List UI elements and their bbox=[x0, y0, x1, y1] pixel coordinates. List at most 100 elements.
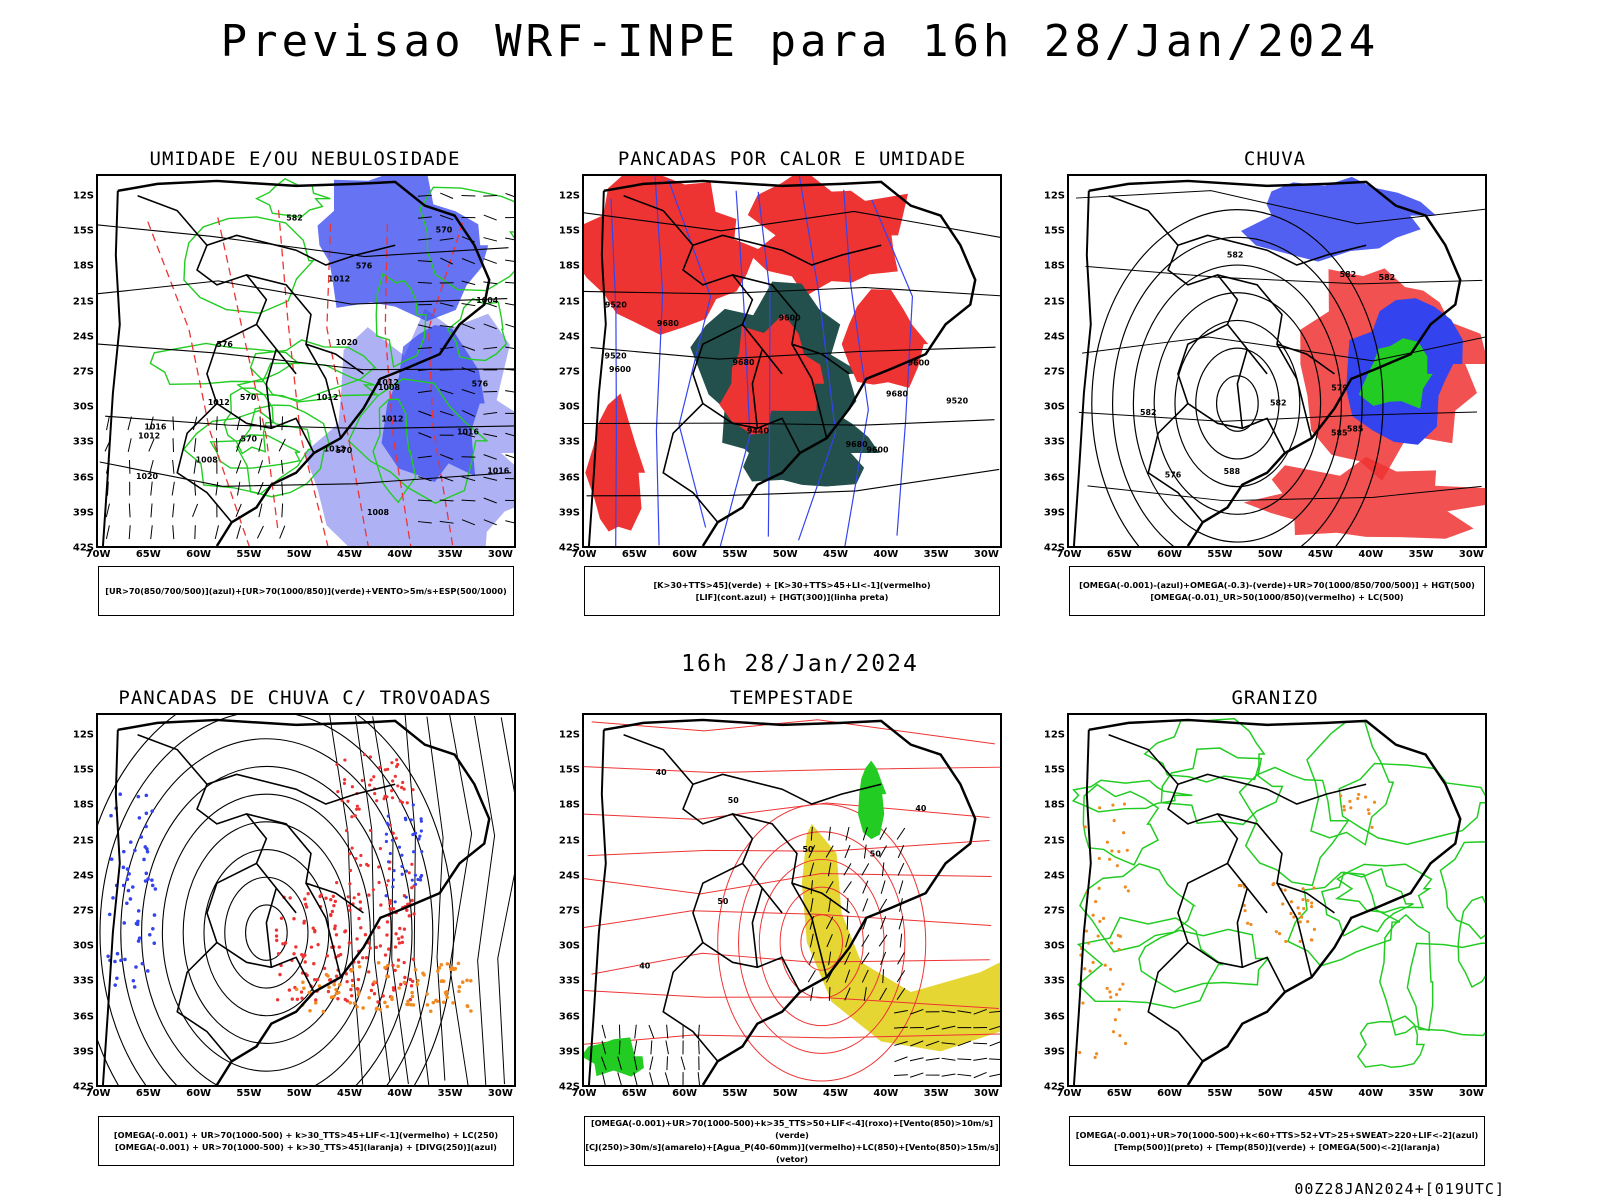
signal-dot bbox=[428, 1009, 433, 1014]
panel-title-pancadas-calor: PANCADAS POR CALOR E UMIDADE bbox=[617, 148, 967, 170]
wind-vector bbox=[439, 302, 454, 307]
signal-dot bbox=[367, 893, 371, 897]
signal-dot bbox=[344, 829, 349, 833]
signal-dot bbox=[109, 857, 114, 861]
signal-dot bbox=[133, 848, 137, 853]
signal-dot bbox=[281, 942, 285, 946]
precipitable-water-contour bbox=[584, 766, 1000, 774]
lat-tick: 42S bbox=[72, 542, 94, 554]
signal-dot bbox=[357, 960, 361, 964]
signal-dot bbox=[1298, 920, 1302, 924]
legend-line: [UR>70(850/700/500)](azul)+[UR>70(1000/8… bbox=[105, 586, 507, 596]
streamline bbox=[426, 716, 446, 1081]
wind-vector bbox=[894, 1056, 908, 1063]
signal-dot bbox=[411, 788, 415, 792]
lon-axis: 70W 65W 60W 55W 50W 45W 40W 35W 30W bbox=[86, 549, 526, 563]
signal-dot bbox=[1115, 864, 1119, 868]
signal-dot bbox=[125, 901, 129, 906]
signal-dot bbox=[356, 992, 361, 997]
lat-tick: 18S bbox=[72, 799, 94, 811]
wind-vector bbox=[617, 1072, 622, 1085]
signal-dot bbox=[1094, 1052, 1099, 1056]
signal-dot bbox=[376, 961, 381, 965]
lat-tick: 21S bbox=[72, 296, 94, 308]
signal-dot bbox=[378, 765, 382, 770]
signal-dot bbox=[440, 979, 445, 983]
wind-vector bbox=[281, 481, 284, 496]
pressure-contour bbox=[98, 343, 514, 371]
signal-dot bbox=[1083, 825, 1087, 829]
country-border bbox=[305, 343, 342, 439]
signal-dot bbox=[1126, 889, 1130, 893]
signal-dot bbox=[1094, 900, 1098, 904]
lat-tick: 30S bbox=[72, 401, 94, 413]
signal-dot bbox=[128, 840, 133, 844]
wind-vector bbox=[601, 1040, 607, 1055]
lon-tick: 70W bbox=[571, 549, 597, 560]
streamline bbox=[329, 715, 364, 1085]
signal-dot bbox=[456, 961, 461, 966]
contour-label: 585 bbox=[1331, 428, 1348, 437]
wind-vector bbox=[461, 323, 476, 330]
signal-dot bbox=[1091, 913, 1095, 917]
wind-vector bbox=[881, 862, 885, 877]
wind-vector bbox=[257, 460, 264, 474]
signal-dot bbox=[145, 849, 150, 854]
panel-title-umidade: UMIDADE E/OU NEBULOSIDADE bbox=[149, 148, 461, 170]
signal-dot bbox=[334, 933, 339, 937]
signal-dot bbox=[361, 956, 365, 960]
contour-label: 576 bbox=[1165, 470, 1182, 479]
wind-vector bbox=[910, 1008, 924, 1015]
signal-dot bbox=[386, 814, 390, 818]
wind-vector bbox=[825, 880, 834, 894]
wind-vector bbox=[941, 1010, 956, 1014]
signal-dot bbox=[368, 946, 372, 950]
lon-tick: 50W bbox=[286, 1088, 312, 1099]
humidity-low-contour bbox=[249, 339, 377, 402]
legend-trovoadas: [OMEGA(-0.001) + UR>70(1000-500) + k>30_… bbox=[98, 1116, 514, 1166]
signal-dot bbox=[412, 912, 416, 916]
signal-dot bbox=[347, 904, 351, 908]
signal-dot bbox=[1098, 806, 1102, 810]
wind-vector bbox=[439, 475, 454, 482]
wind-vector bbox=[878, 934, 888, 947]
contour-line bbox=[758, 858, 885, 1027]
signal-dot bbox=[325, 954, 330, 958]
height-contour bbox=[584, 210, 1000, 238]
lat-tick: 36S bbox=[1043, 1011, 1065, 1023]
signal-dot bbox=[150, 878, 154, 882]
signal-dot bbox=[115, 976, 119, 981]
contour-line bbox=[738, 831, 906, 1054]
signal-dot bbox=[371, 982, 375, 987]
lat-tick: 12S bbox=[558, 729, 580, 741]
lon-tick: 35W bbox=[923, 549, 949, 560]
height-contour bbox=[1078, 411, 1477, 422]
contour-label: 9600 bbox=[779, 314, 802, 323]
signal-dot bbox=[353, 814, 357, 818]
signal-dot bbox=[146, 877, 150, 881]
wind-vector bbox=[483, 433, 498, 438]
signal-dot bbox=[295, 997, 300, 1001]
signal-dot bbox=[317, 984, 322, 988]
signal-dot bbox=[395, 758, 399, 762]
wind-vector bbox=[505, 432, 514, 437]
signal-dot bbox=[136, 919, 140, 924]
legend-line: [OMEGA(-0.001)+UR>70(1000-500)+k<60+TTS>… bbox=[1075, 1130, 1479, 1140]
lon-tick: 60W bbox=[186, 549, 212, 560]
wind-vector bbox=[128, 525, 131, 540]
wind-vector bbox=[844, 987, 851, 1001]
west-coastline bbox=[587, 729, 607, 1085]
signal-dot bbox=[343, 777, 347, 782]
signal-dot bbox=[348, 852, 352, 856]
lon-tick: 65W bbox=[1106, 1088, 1132, 1099]
lat-tick: 15S bbox=[558, 764, 580, 776]
streamline bbox=[497, 717, 514, 1085]
contour-label: 9680 bbox=[886, 389, 909, 398]
signal-dot bbox=[376, 1000, 380, 1004]
signal-dot bbox=[335, 762, 339, 767]
signal-dot bbox=[363, 933, 368, 937]
signal-dot bbox=[1292, 915, 1296, 919]
signal-dot bbox=[1117, 850, 1121, 854]
wind-vector bbox=[505, 281, 514, 284]
signal-dot bbox=[144, 811, 149, 816]
